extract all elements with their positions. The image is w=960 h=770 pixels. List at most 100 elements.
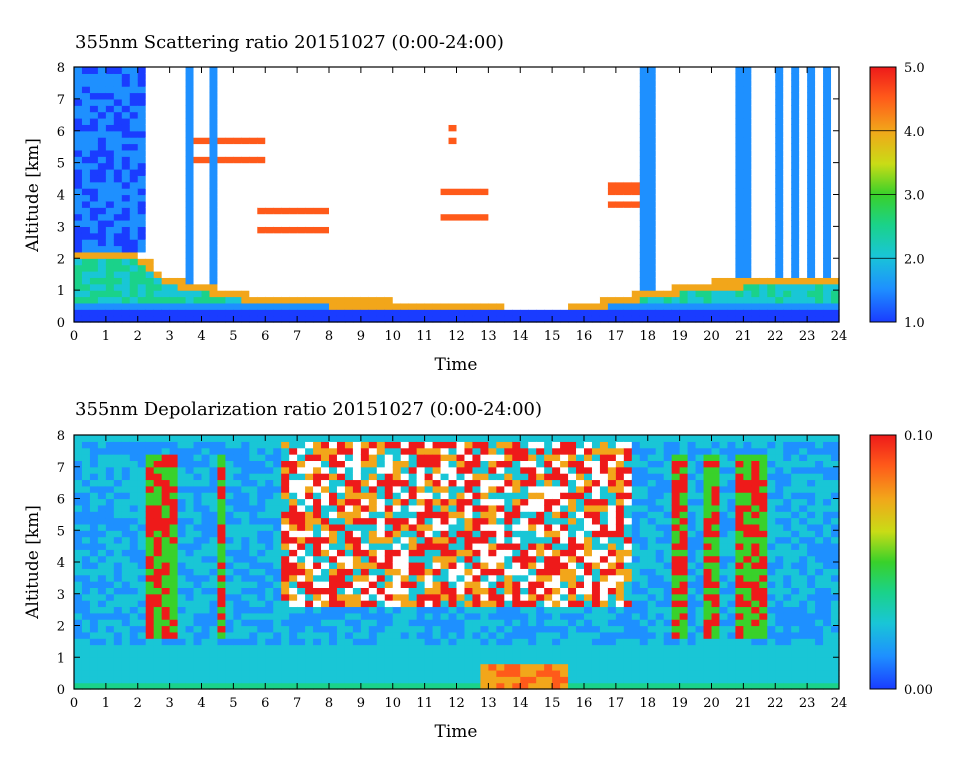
heat-cell bbox=[161, 296, 171, 304]
heat-cell bbox=[767, 264, 776, 272]
heat-cell bbox=[695, 264, 705, 272]
heat-cell bbox=[273, 498, 282, 506]
heat-cell bbox=[703, 315, 713, 323]
heat-cell bbox=[815, 175, 824, 183]
heat-cell bbox=[225, 149, 234, 157]
heat-cell bbox=[456, 302, 466, 310]
heat-cell bbox=[217, 213, 227, 221]
heat-cell bbox=[344, 220, 354, 227]
heat-cell bbox=[687, 245, 697, 253]
heat-cell bbox=[631, 175, 641, 183]
heat-cell bbox=[799, 86, 808, 94]
heat-cell bbox=[313, 302, 322, 310]
heat-cell bbox=[695, 79, 705, 87]
heat-cell bbox=[169, 466, 179, 474]
heat-cell bbox=[185, 682, 195, 690]
heat-cell bbox=[711, 143, 721, 151]
heat-cell bbox=[321, 258, 330, 266]
heat-cell bbox=[217, 498, 227, 506]
heat-cell bbox=[384, 290, 394, 298]
heat-cell bbox=[623, 226, 633, 234]
heat-cell bbox=[464, 277, 474, 285]
heat-cell bbox=[759, 271, 768, 278]
heat-cell bbox=[623, 137, 633, 145]
heat-cell bbox=[105, 105, 115, 113]
heat-cell bbox=[392, 277, 402, 285]
heat-cell bbox=[265, 251, 274, 259]
heat-cell bbox=[544, 220, 553, 227]
heat-cell bbox=[727, 309, 737, 317]
heat-cell bbox=[392, 86, 402, 94]
heat-cell bbox=[823, 277, 832, 285]
heat-cell bbox=[297, 302, 306, 310]
heat-cell bbox=[615, 111, 625, 119]
heat-cell bbox=[177, 124, 187, 132]
heat-cell bbox=[225, 542, 234, 550]
heat-cell bbox=[783, 239, 792, 247]
heat-cell bbox=[440, 98, 450, 106]
heat-cell bbox=[289, 251, 298, 259]
heat-cell bbox=[289, 213, 298, 221]
heat-cell bbox=[153, 149, 163, 157]
heat-cell bbox=[217, 466, 227, 474]
heat-cell bbox=[145, 473, 155, 481]
heat-cell bbox=[496, 124, 505, 132]
heat-cell bbox=[113, 581, 123, 588]
heat-cell bbox=[121, 79, 131, 87]
heat-cell bbox=[105, 213, 115, 221]
heat-cell bbox=[289, 149, 298, 157]
heat-cell bbox=[329, 239, 338, 247]
heat-cell bbox=[376, 111, 386, 119]
heat-cell bbox=[480, 175, 489, 183]
heat-cell bbox=[528, 251, 537, 259]
heat-cell bbox=[281, 315, 290, 323]
heat-cell bbox=[767, 118, 776, 125]
heat-cell bbox=[145, 130, 155, 138]
heat-cell bbox=[823, 296, 832, 304]
heat-cell bbox=[544, 277, 553, 285]
heat-cell bbox=[241, 593, 250, 601]
heat-cell bbox=[105, 200, 115, 208]
heat-cell bbox=[257, 479, 266, 487]
heat-cell bbox=[185, 530, 195, 538]
heat-cell bbox=[727, 73, 737, 81]
heat-cell bbox=[313, 118, 322, 125]
heat-cell bbox=[265, 600, 274, 608]
heat-cell bbox=[775, 296, 784, 304]
heat-cell bbox=[233, 124, 242, 132]
heat-cell bbox=[663, 309, 673, 317]
heat-cell bbox=[456, 264, 466, 272]
heat-cell bbox=[273, 130, 282, 138]
heat-cell bbox=[376, 296, 386, 304]
heat-cell bbox=[735, 105, 744, 113]
heat-cell bbox=[145, 447, 155, 455]
heat-cell bbox=[416, 98, 426, 106]
heat-cell bbox=[113, 435, 123, 442]
heat-cell bbox=[663, 315, 673, 323]
heat-cell bbox=[520, 251, 529, 259]
heat-cell bbox=[496, 290, 505, 298]
heat-cell bbox=[552, 137, 561, 145]
heat-cell bbox=[599, 67, 609, 74]
heat-cell bbox=[297, 315, 306, 323]
heat-cell bbox=[209, 239, 219, 247]
heat-cell bbox=[321, 283, 330, 291]
heat-cell bbox=[687, 175, 697, 183]
heat-cell bbox=[185, 593, 195, 601]
heat-cell bbox=[655, 245, 665, 253]
heat-cell bbox=[193, 619, 203, 627]
heat-cell bbox=[225, 650, 234, 658]
heat-cell bbox=[193, 498, 203, 506]
heat-cell bbox=[711, 137, 721, 145]
heat-cell bbox=[74, 213, 83, 221]
heat-cell bbox=[257, 650, 266, 658]
heat-cell bbox=[161, 644, 171, 652]
heat-cell bbox=[703, 86, 713, 94]
heat-cell bbox=[591, 194, 601, 202]
heat-cell bbox=[265, 435, 274, 442]
heat-cell bbox=[169, 245, 179, 253]
heat-cell bbox=[153, 264, 163, 272]
heat-cell bbox=[177, 619, 187, 627]
heat-cell bbox=[74, 498, 83, 506]
heat-cell bbox=[536, 143, 545, 151]
